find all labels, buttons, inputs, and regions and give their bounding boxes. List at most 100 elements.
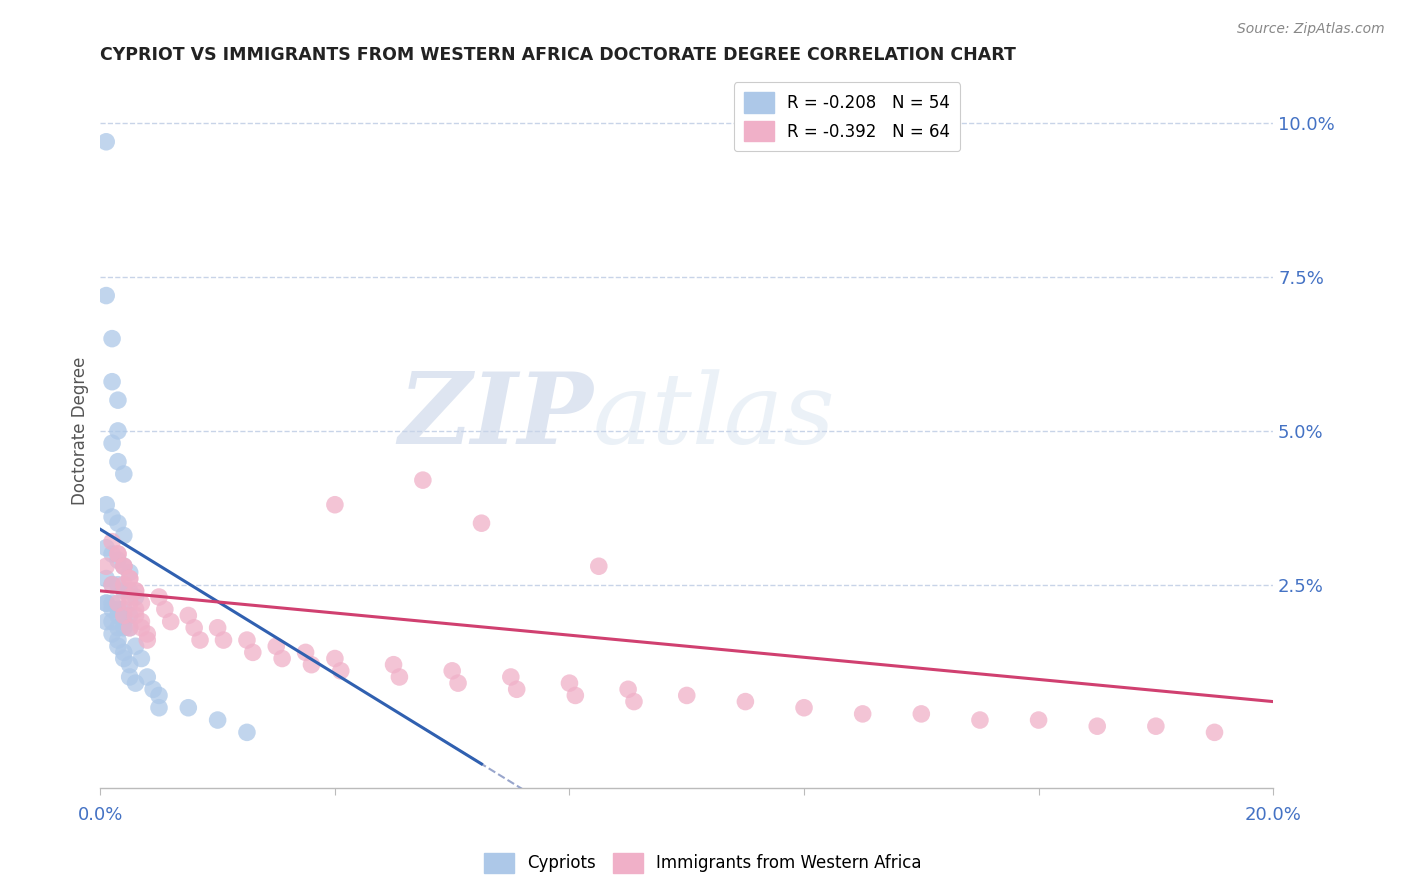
Point	[236, 725, 259, 739]
Point	[118, 583, 141, 598]
Point	[148, 700, 170, 714]
Point	[124, 608, 146, 623]
Point	[107, 578, 129, 592]
Point	[107, 553, 129, 567]
Point	[112, 578, 135, 592]
Point	[112, 559, 135, 574]
Point	[118, 657, 141, 672]
Point	[124, 590, 146, 604]
Point	[136, 633, 159, 648]
Point	[1204, 725, 1226, 739]
Point	[101, 596, 124, 610]
Point	[910, 706, 932, 721]
Point	[118, 566, 141, 580]
Point	[101, 578, 124, 592]
Point	[207, 713, 229, 727]
Point	[1144, 719, 1167, 733]
Point	[112, 602, 135, 616]
Point	[412, 473, 434, 487]
Text: Source: ZipAtlas.com: Source: ZipAtlas.com	[1237, 22, 1385, 37]
Point	[142, 682, 165, 697]
Point	[112, 559, 135, 574]
Point	[107, 424, 129, 438]
Point	[124, 583, 146, 598]
Text: ZIP: ZIP	[398, 368, 593, 465]
Point	[271, 651, 294, 665]
Point	[447, 676, 470, 690]
Point	[136, 670, 159, 684]
Point	[588, 559, 610, 574]
Point	[112, 645, 135, 659]
Point	[96, 596, 118, 610]
Point	[505, 682, 527, 697]
Point	[131, 621, 153, 635]
Point	[617, 682, 640, 697]
Point	[118, 621, 141, 635]
Point	[107, 633, 129, 648]
Point	[107, 602, 129, 616]
Point	[177, 608, 200, 623]
Point	[107, 621, 129, 635]
Point	[558, 676, 581, 690]
Point	[101, 602, 124, 616]
Point	[118, 572, 141, 586]
Point	[101, 534, 124, 549]
Point	[499, 670, 522, 684]
Point	[1085, 719, 1108, 733]
Text: atlas: atlas	[593, 369, 835, 465]
Point	[107, 639, 129, 653]
Point	[101, 547, 124, 561]
Point	[236, 633, 259, 648]
Point	[101, 332, 124, 346]
Point	[294, 645, 316, 659]
Point	[124, 602, 146, 616]
Text: 0.0%: 0.0%	[77, 806, 124, 824]
Point	[96, 541, 118, 555]
Point	[212, 633, 235, 648]
Point	[131, 651, 153, 665]
Point	[124, 639, 146, 653]
Point	[159, 615, 181, 629]
Point	[107, 393, 129, 408]
Point	[675, 689, 697, 703]
Point	[131, 596, 153, 610]
Point	[112, 651, 135, 665]
Point	[112, 583, 135, 598]
Point	[183, 621, 205, 635]
Point	[101, 627, 124, 641]
Point	[124, 676, 146, 690]
Point	[107, 516, 129, 531]
Legend: R = -0.208   N = 54, R = -0.392   N = 64: R = -0.208 N = 54, R = -0.392 N = 64	[734, 82, 960, 152]
Point	[301, 657, 323, 672]
Point	[96, 559, 118, 574]
Point	[124, 583, 146, 598]
Text: CYPRIOT VS IMMIGRANTS FROM WESTERN AFRICA DOCTORATE DEGREE CORRELATION CHART: CYPRIOT VS IMMIGRANTS FROM WESTERN AFRIC…	[100, 46, 1017, 64]
Point	[118, 590, 141, 604]
Point	[101, 578, 124, 592]
Point	[264, 639, 287, 653]
Point	[112, 559, 135, 574]
Point	[564, 689, 586, 703]
Point	[107, 455, 129, 469]
Point	[177, 700, 200, 714]
Point	[188, 633, 211, 648]
Point	[734, 695, 756, 709]
Point	[112, 621, 135, 635]
Point	[101, 375, 124, 389]
Point	[107, 608, 129, 623]
Point	[96, 498, 118, 512]
Point	[107, 547, 129, 561]
Point	[118, 621, 141, 635]
Point	[112, 467, 135, 481]
Point	[242, 645, 264, 659]
Point	[470, 516, 492, 531]
Point	[323, 651, 346, 665]
Point	[388, 670, 411, 684]
Point	[852, 706, 875, 721]
Point	[112, 608, 135, 623]
Point	[101, 510, 124, 524]
Point	[112, 615, 135, 629]
Point	[793, 700, 815, 714]
Point	[107, 596, 129, 610]
Point	[112, 528, 135, 542]
